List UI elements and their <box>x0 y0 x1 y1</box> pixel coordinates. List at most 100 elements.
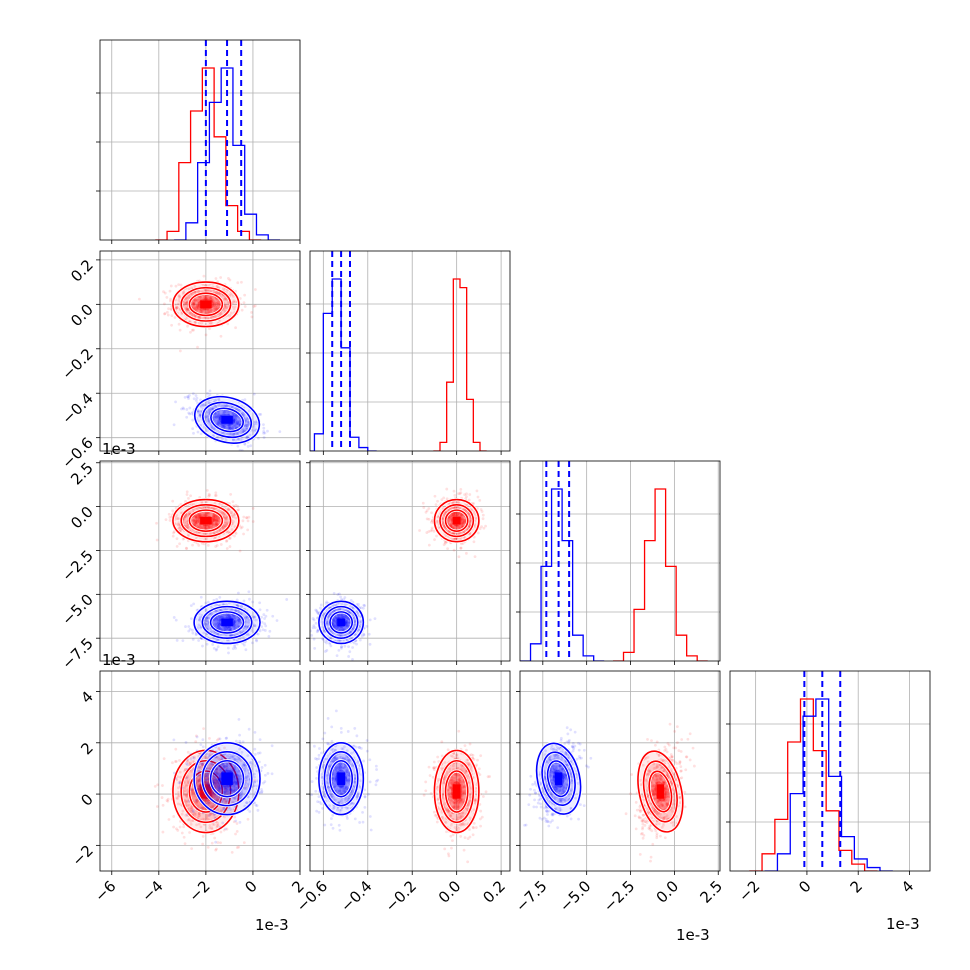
scatter-point <box>206 800 210 804</box>
scatter-point <box>453 524 457 528</box>
scatter-point <box>207 506 211 510</box>
scatter-point <box>345 624 349 628</box>
contour-line <box>444 509 469 532</box>
scatter-point <box>462 519 466 522</box>
scatter-point <box>242 301 246 305</box>
scatter-point <box>171 761 174 765</box>
scatter-point <box>314 621 318 625</box>
scatter-point <box>236 281 240 285</box>
scatter-point <box>185 301 189 305</box>
scatter-point <box>209 309 213 313</box>
scatter-point <box>234 415 237 418</box>
scatter-point <box>216 618 220 622</box>
scatter-point <box>324 650 327 653</box>
scatter-point <box>197 787 201 791</box>
scatter-point <box>435 534 438 538</box>
scatter-point <box>217 398 221 402</box>
scatter-point <box>183 516 187 520</box>
scatter-point <box>215 291 218 295</box>
scatter-point <box>232 420 236 424</box>
scatter-point <box>456 512 460 516</box>
scatter-point <box>197 543 201 547</box>
scatter-point <box>225 808 229 812</box>
scatter-point <box>346 616 350 620</box>
scatter-point <box>213 517 217 520</box>
scatter-point <box>344 615 348 618</box>
scatter-point <box>202 425 206 429</box>
scatter-point <box>216 413 220 417</box>
scatter-point <box>183 786 187 790</box>
scatter-point <box>368 642 372 646</box>
scatter-point <box>217 624 221 628</box>
scatter-point <box>217 624 220 627</box>
scatter-point <box>205 616 209 620</box>
scatter-point <box>215 797 219 801</box>
scatter-point <box>235 625 239 629</box>
scatter-point <box>237 620 241 624</box>
scatter-point <box>335 627 338 631</box>
scatter-point <box>178 542 182 546</box>
scatter-point <box>332 620 336 624</box>
scatter-point <box>234 782 238 786</box>
scatter-point <box>193 521 197 525</box>
scatter-point <box>214 778 218 781</box>
scatter-point <box>248 597 251 601</box>
scatter-point <box>227 615 231 618</box>
scatter-point <box>187 513 191 516</box>
scatter-point <box>232 415 236 419</box>
scatter-point <box>343 633 347 637</box>
scatter-point <box>206 776 210 780</box>
scatter-point <box>206 619 209 623</box>
scatter-point <box>225 539 228 543</box>
scatter-point <box>197 316 201 319</box>
scatter-point <box>215 516 219 519</box>
scatter-point <box>201 834 205 838</box>
scatter-point <box>450 523 454 526</box>
scatter-point <box>234 417 238 420</box>
scatter-point <box>332 591 336 595</box>
scatter-point <box>338 613 342 617</box>
scatter-point <box>430 511 433 515</box>
scatter-point <box>339 646 343 650</box>
scatter-point <box>247 421 251 424</box>
scatter-point <box>262 430 266 433</box>
scatter-point <box>166 797 170 801</box>
scatter-point <box>336 613 340 617</box>
scatter-point <box>452 514 455 518</box>
scatter-point <box>226 646 230 650</box>
histogram-step-series-0 <box>155 67 262 240</box>
scatter-point <box>344 623 348 627</box>
scatter-point <box>215 825 219 829</box>
scatter-point <box>312 637 316 641</box>
scatter-point <box>201 763 205 767</box>
scatter-point <box>245 424 249 428</box>
scatter-point <box>231 413 234 416</box>
scatter-point <box>206 778 210 782</box>
scatter-point <box>252 420 256 424</box>
scatter-point <box>188 627 192 631</box>
scatter-point <box>229 616 233 620</box>
scatter-point <box>252 423 256 427</box>
scatter-point <box>236 603 240 607</box>
scatter-point <box>137 297 141 301</box>
scatter-point <box>215 519 219 523</box>
scatter-point <box>245 775 249 779</box>
scatter-point <box>222 307 226 311</box>
scatter-point <box>192 518 195 522</box>
scatter-point <box>348 650 352 654</box>
scatter-point <box>475 489 479 493</box>
scatter-point <box>239 526 243 530</box>
scatter-point <box>461 522 465 525</box>
scatter-point <box>169 299 172 303</box>
scatter-point <box>219 618 222 621</box>
scatter-point <box>346 623 350 627</box>
scatter-point <box>235 638 239 642</box>
scatter-point <box>233 768 237 772</box>
scatter-point <box>346 624 350 628</box>
scatter-point <box>222 409 226 413</box>
scatter-point <box>462 520 465 524</box>
scatter-point <box>210 812 214 816</box>
scatter-point <box>206 543 210 547</box>
scatter-point <box>227 423 231 427</box>
scatter-point <box>450 512 454 516</box>
